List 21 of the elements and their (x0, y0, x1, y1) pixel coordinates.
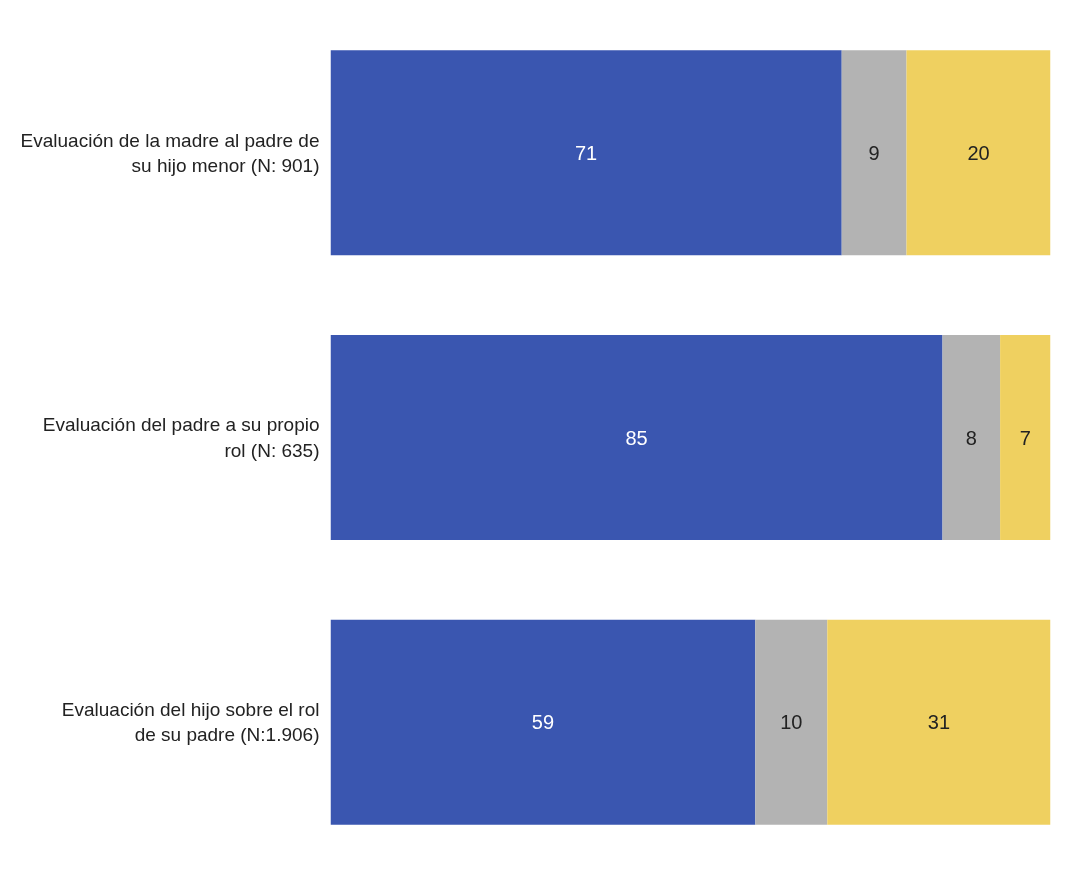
data-label: 7 (1019, 426, 1031, 449)
data-label: 20 (967, 141, 990, 164)
data-label: 71 (574, 141, 598, 164)
bar (755, 619, 828, 825)
bar (330, 335, 943, 540)
data-label: 10 (780, 711, 803, 734)
bar (841, 50, 907, 256)
bar (942, 335, 1001, 540)
bar (330, 50, 842, 256)
data-label: 85 (625, 426, 648, 449)
y-tick-label: Evaluación de la madre al padre de su hijo menor (N: 901) (20, 129, 320, 176)
bar (1000, 335, 1051, 540)
data-label: 59 (531, 711, 555, 734)
data-label: 9 (868, 141, 880, 164)
data-label: 31 (927, 711, 951, 734)
bar (330, 619, 756, 825)
y-tick-label: Evaluación del padre a su propio rol (N: 635) (42, 414, 320, 461)
bar (906, 50, 1051, 256)
y-tick-label: Evaluación del hijo sobre el rol de su padre (N:1.906) (61, 699, 320, 746)
bar (827, 619, 1051, 825)
data-label: 8 (965, 426, 977, 449)
